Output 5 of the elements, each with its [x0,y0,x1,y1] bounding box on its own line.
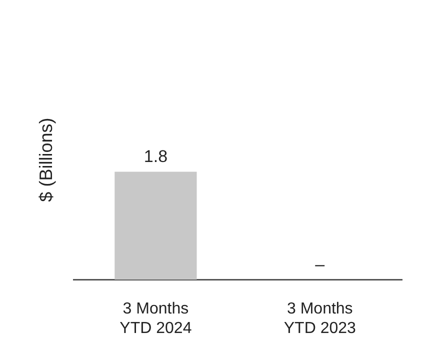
y-axis-title: $ (Billions) [36,118,56,202]
x-tick-label: 3 Months YTD 2023 [284,300,356,337]
data-label: 1.8 [144,146,168,166]
x-tick-label: 3 Months YTD 2024 [120,300,192,337]
data-label: – [315,254,326,274]
